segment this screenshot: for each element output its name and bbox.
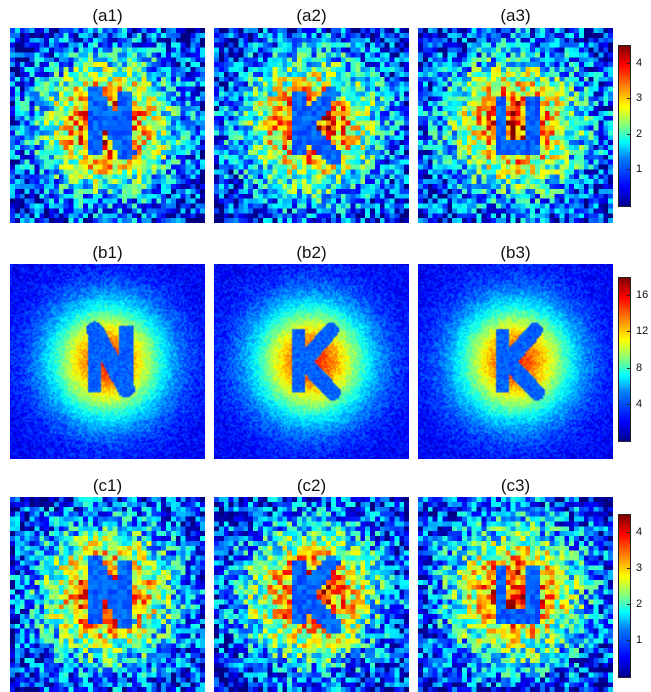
colorbar-tick-label: 4 [636, 526, 643, 538]
colorbar-tick-label: 4 [636, 56, 643, 69]
colorbar-tick-mark [627, 640, 631, 641]
heatmap-a3 [418, 28, 613, 223]
colorbar-tick-mark [627, 568, 631, 569]
panel-label-b1: (b1) [92, 243, 123, 262]
colorbar-tick-label: 4 [636, 397, 643, 410]
panel-label-c1: (c1) [92, 476, 123, 495]
colorbar-tick-label: 3 [636, 92, 643, 105]
colorbar-c [618, 514, 631, 678]
colorbar-tick-mark [627, 98, 631, 100]
colorbar-a [618, 45, 631, 207]
colorbar-tick-mark [627, 62, 631, 64]
colorbar-tick-label: 1 [636, 163, 643, 176]
colorbar-tick-mark [627, 403, 631, 405]
panel-label-a1: (a1) [92, 6, 123, 25]
heatmap-c2 [214, 497, 409, 692]
heatmap-c1 [10, 497, 205, 692]
colorbar-tick-mark [627, 331, 631, 333]
colorbar-tick-label: 1 [636, 634, 643, 646]
panel-label-b2: (b2) [296, 243, 327, 262]
colorbar-b [618, 277, 631, 442]
colorbar-tick-mark [627, 604, 631, 605]
panel-label-a3: (a3) [500, 6, 531, 25]
colorbar-tick-mark [627, 532, 631, 533]
colorbar-tick-label: 16 [636, 289, 649, 302]
colorbar-tick-label: 2 [636, 127, 643, 140]
colorbar-tick-label: 2 [636, 598, 643, 610]
heatmap-a2 [214, 28, 409, 223]
colorbar-tick-mark [627, 133, 631, 135]
heatmap-b3 [418, 264, 613, 459]
panel-label-c2: (c2) [296, 476, 327, 495]
colorbar-tick-mark [627, 367, 631, 369]
colorbar-tick-label: 8 [636, 361, 643, 374]
panel-label-b3: (b3) [500, 243, 531, 262]
colorbar-tick-mark [627, 295, 631, 297]
panel-label-c3: (c3) [500, 476, 531, 495]
heatmap-c3 [418, 497, 613, 692]
colorbar-tick-label: 3 [636, 562, 643, 574]
panel-label-a2: (a2) [296, 6, 327, 25]
heatmap-a1 [10, 28, 205, 223]
colorbar-tick-label: 12 [636, 325, 649, 338]
colorbar-tick-mark [627, 169, 631, 171]
heatmap-b1 [10, 264, 205, 459]
heatmap-b2 [214, 264, 409, 459]
